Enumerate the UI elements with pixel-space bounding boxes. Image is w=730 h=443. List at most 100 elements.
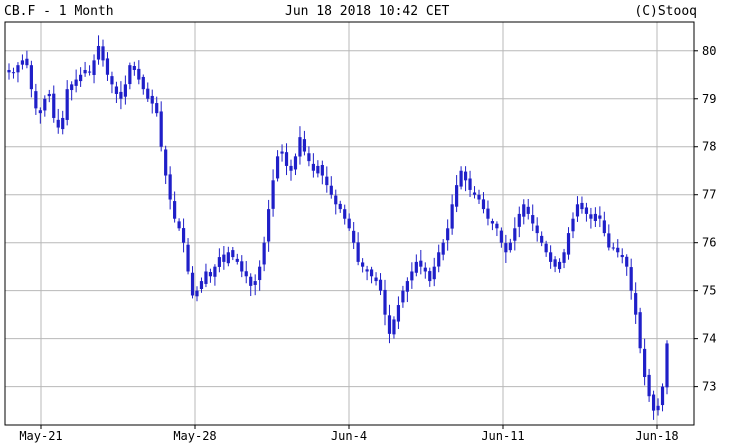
- candle-body: [504, 243, 508, 253]
- candle-body: [486, 208, 490, 219]
- candle-body: [61, 117, 65, 130]
- candle-body: [352, 230, 356, 243]
- candle-body: [275, 156, 280, 179]
- candle-body: [244, 271, 248, 277]
- candle-body: [65, 89, 69, 120]
- y-tick-label: 78: [702, 140, 716, 154]
- candle-body: [34, 91, 38, 109]
- candle-body: [611, 247, 615, 249]
- candle-body: [186, 244, 190, 272]
- candle-body: [101, 46, 105, 61]
- candle-body: [347, 218, 351, 229]
- candle-body: [410, 271, 414, 281]
- candle-body: [549, 252, 553, 262]
- candle-body: [141, 76, 145, 90]
- candle-body: [240, 261, 244, 272]
- candle-body: [634, 293, 638, 315]
- candle-body: [7, 69, 11, 73]
- candle-body: [593, 213, 597, 221]
- candle-body: [267, 209, 271, 242]
- candle-body: [499, 230, 503, 243]
- candle-body: [432, 266, 436, 280]
- candle-body: [329, 185, 333, 195]
- candle-body: [271, 180, 275, 209]
- candle-body: [47, 93, 51, 97]
- candle-body: [74, 79, 78, 86]
- candle-body: [173, 201, 177, 219]
- candle-body: [29, 65, 33, 90]
- candle-body: [616, 247, 620, 253]
- candle-body: [472, 192, 477, 195]
- candle-body: [553, 259, 557, 267]
- candle-body: [222, 254, 226, 262]
- candle-body: [114, 86, 119, 94]
- candle-body: [293, 156, 298, 170]
- candle-body: [540, 235, 544, 243]
- candle-body: [562, 252, 566, 263]
- copyright-label: (C)Stooq: [634, 4, 697, 19]
- candle-body: [195, 290, 199, 297]
- candle-body: [289, 165, 293, 171]
- candle-body: [647, 374, 651, 397]
- candle-body: [43, 98, 47, 111]
- candle-body: [607, 233, 611, 248]
- chart-symbol-title: CB.F - 1 Month: [4, 4, 114, 19]
- candle-body: [168, 174, 172, 200]
- candle-body: [356, 242, 360, 262]
- candle-body: [338, 203, 342, 210]
- x-axis-ticks: May-21 May-28 Jun-4 Jun-11 Jun-18: [19, 425, 679, 443]
- candle-body: [280, 151, 284, 154]
- candle-body: [231, 250, 235, 258]
- candle-body: [477, 194, 481, 200]
- candle-body: [535, 225, 539, 234]
- candle-body: [298, 137, 302, 157]
- candle-body: [392, 319, 396, 335]
- candle-body: [378, 279, 383, 291]
- candle-body: [307, 153, 311, 162]
- candle-body: [575, 204, 580, 217]
- candle-body: [531, 215, 535, 224]
- y-tick-label: 77: [702, 188, 716, 202]
- candle-body: [110, 76, 114, 85]
- x-tick-label: May-21: [19, 429, 62, 443]
- y-tick-label: 79: [702, 92, 716, 106]
- x-tick-label: Jun-4: [331, 429, 367, 443]
- candle-body: [25, 58, 29, 66]
- candle-body: [522, 204, 526, 217]
- candle-body: [226, 252, 230, 264]
- candle-body: [284, 152, 289, 166]
- candle-body: [508, 242, 512, 251]
- candle-body: [159, 111, 163, 147]
- candle-body: [83, 69, 87, 74]
- candle-body: [544, 243, 548, 253]
- candle-body: [589, 214, 593, 219]
- candle-body: [490, 221, 495, 224]
- candle-body: [132, 65, 136, 70]
- candle-body: [459, 170, 463, 187]
- candle-body: [361, 262, 365, 267]
- candle-body: [419, 260, 423, 267]
- candle-body: [625, 256, 629, 267]
- candle-body: [656, 405, 660, 411]
- candle-body: [235, 258, 239, 262]
- candle-body: [164, 149, 168, 176]
- candle-body: [213, 266, 217, 277]
- candle-body: [119, 91, 123, 99]
- candle-body: [369, 269, 374, 277]
- y-tick-label: 76: [702, 236, 716, 250]
- candle-body: [190, 272, 195, 296]
- candle-body: [651, 394, 656, 411]
- candle-body: [643, 348, 647, 378]
- candle-body: [208, 272, 213, 277]
- candle-body: [146, 88, 150, 99]
- candle-body: [580, 202, 584, 210]
- candle-body: [38, 110, 42, 114]
- candle-body: [105, 58, 110, 75]
- candle-body: [526, 206, 530, 214]
- candle-body: [16, 65, 20, 73]
- candle-body: [638, 312, 642, 349]
- candle-body: [253, 281, 257, 285]
- candle-body: [665, 343, 669, 388]
- candle-body: [70, 84, 74, 91]
- candle-body: [20, 60, 25, 65]
